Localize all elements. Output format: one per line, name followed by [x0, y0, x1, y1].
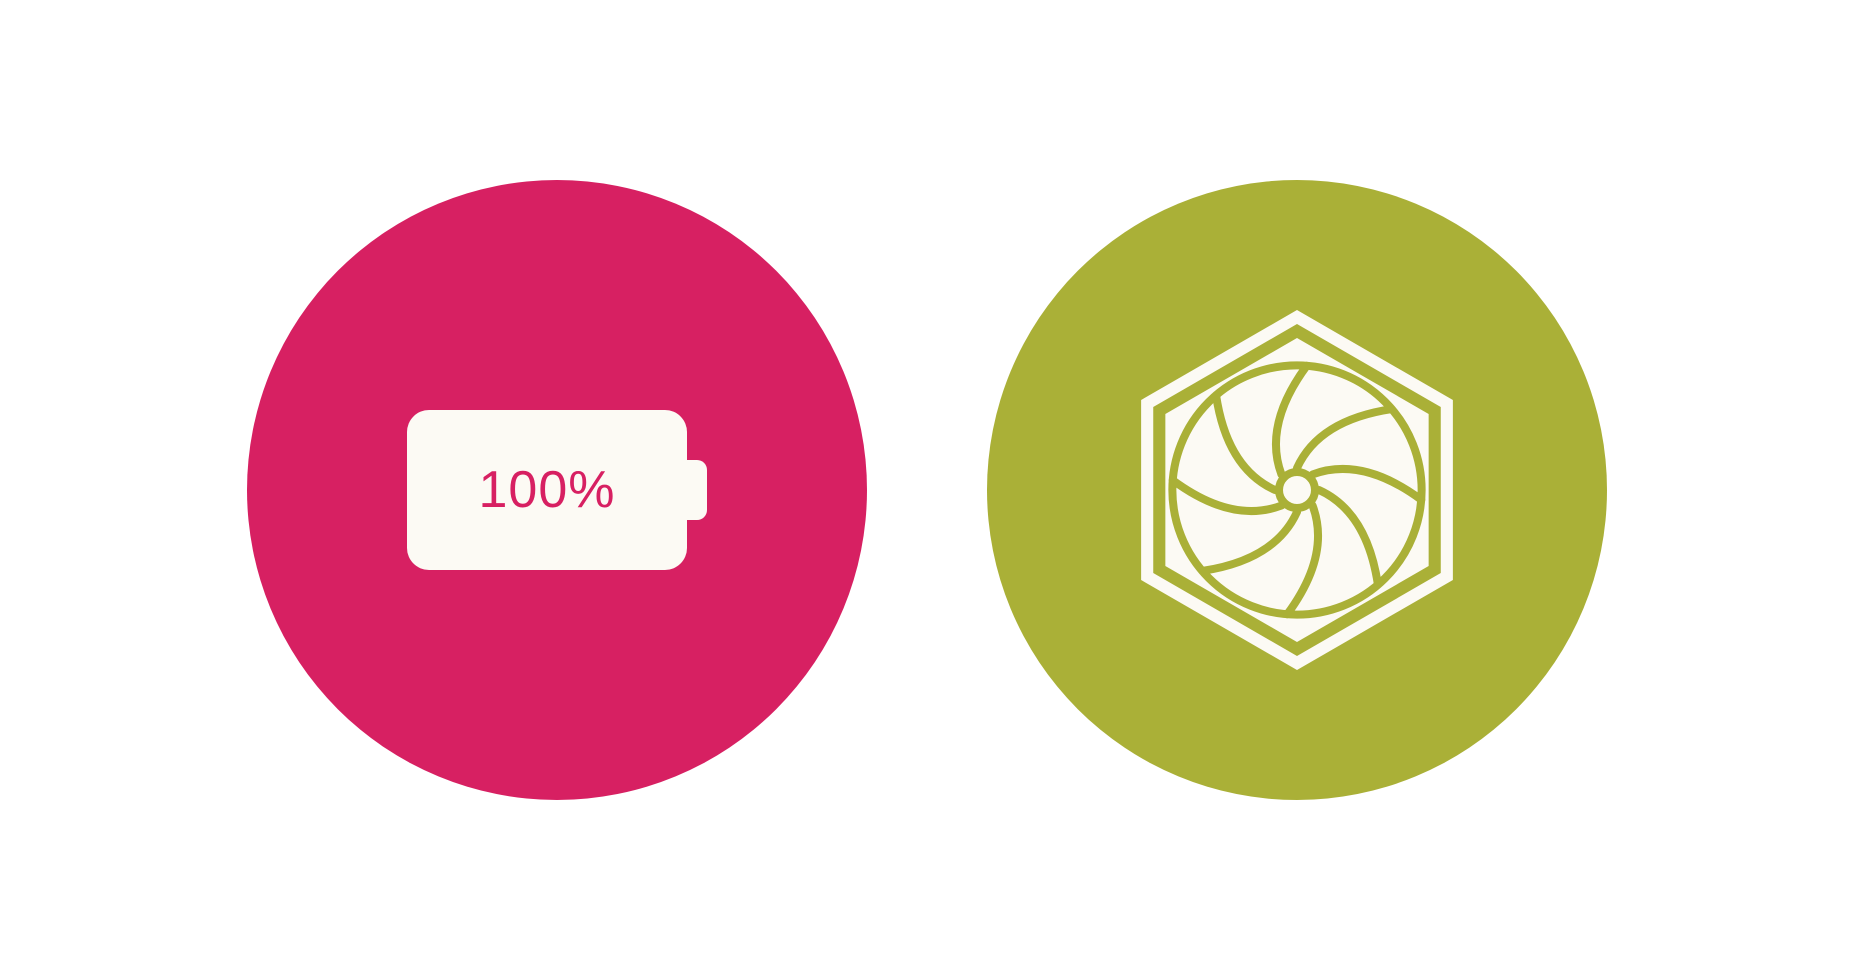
- battery-percent-label: 100%: [479, 460, 616, 520]
- fan-glyph: [1097, 290, 1497, 690]
- battery-tip: [685, 460, 707, 520]
- battery-body: 100%: [407, 410, 687, 570]
- icon-pair-stage: 100%: [0, 0, 1854, 980]
- fan-hexagon-icon: [987, 180, 1607, 800]
- battery-full-icon: 100%: [247, 180, 867, 800]
- battery-glyph: 100%: [407, 410, 707, 570]
